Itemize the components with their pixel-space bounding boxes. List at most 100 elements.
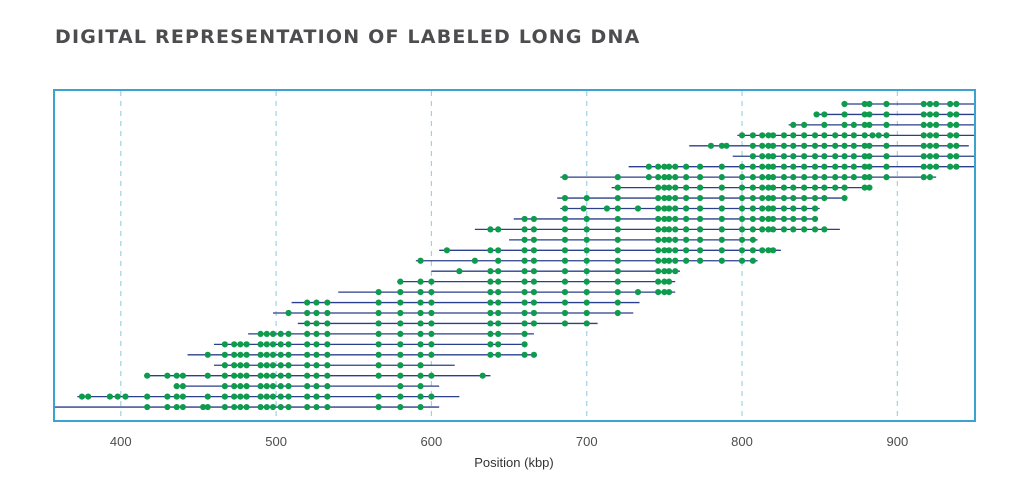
label-dot: [749, 215, 757, 223]
label-dot: [313, 351, 320, 358]
label-dot: [749, 142, 757, 149]
label-dot: [269, 393, 277, 400]
label-dot: [243, 372, 250, 379]
label-dot: [561, 289, 569, 296]
label-dot: [765, 142, 772, 149]
label-dot: [324, 320, 331, 327]
label-dot: [749, 184, 757, 191]
label-dot: [285, 330, 292, 337]
label-dot: [933, 121, 940, 128]
label-dot: [790, 215, 797, 223]
x-tick-label: 600: [421, 434, 443, 449]
label-dot: [304, 341, 311, 348]
molecule-row: [431, 268, 680, 275]
label-dot: [614, 309, 621, 317]
label-dot: [861, 163, 868, 170]
label-dot: [832, 132, 839, 139]
label-dot: [269, 362, 277, 369]
label-dot: [583, 247, 590, 254]
label-dot: [375, 362, 382, 369]
label-dot: [428, 372, 435, 379]
label-dot: [583, 236, 590, 243]
label-dot: [243, 403, 250, 411]
label-dot: [257, 372, 264, 379]
label-dot: [114, 393, 121, 400]
molecule-row: [338, 289, 676, 296]
label-dot: [738, 163, 746, 170]
label-dot: [780, 184, 788, 191]
label-dot: [231, 393, 238, 400]
label-dot: [866, 121, 873, 128]
label-dot: [324, 383, 331, 390]
label-dot: [953, 153, 960, 160]
label-dot: [285, 372, 292, 379]
label-dot: [696, 163, 704, 170]
label-dot: [801, 121, 808, 128]
label-dot: [769, 184, 777, 191]
label-dot: [324, 330, 331, 337]
label-dot: [397, 393, 404, 400]
label-dot: [718, 174, 725, 181]
label-dot: [417, 257, 424, 264]
label-dot: [243, 362, 250, 369]
label-dot: [495, 278, 502, 285]
plot-frame: [53, 89, 976, 422]
label-dot: [375, 351, 382, 358]
label-dot: [277, 383, 284, 390]
label-dot: [790, 142, 797, 149]
label-dot: [841, 184, 848, 191]
label-dot: [841, 132, 848, 139]
label-dot: [933, 163, 940, 170]
label-dot: [696, 226, 704, 233]
label-dot: [428, 289, 435, 296]
label-dot: [263, 393, 270, 400]
label-dot: [655, 278, 662, 285]
label-dot: [263, 403, 270, 411]
label-dot: [237, 403, 244, 411]
label-dot: [204, 403, 211, 411]
label-dot: [883, 100, 890, 108]
label-dot: [277, 372, 284, 379]
label-dot: [765, 215, 772, 223]
label-dot: [738, 194, 746, 202]
label-dot: [801, 142, 808, 149]
label-dot: [672, 205, 679, 212]
label-dot: [749, 226, 757, 233]
label-dot: [759, 226, 766, 233]
label-dot: [683, 184, 690, 191]
label-dot: [122, 393, 129, 400]
label-dot: [428, 330, 435, 337]
label-dot: [861, 153, 868, 160]
label-dot: [661, 257, 668, 264]
label-dot: [324, 403, 331, 411]
label-dot: [417, 278, 424, 285]
label-dot: [521, 299, 528, 306]
label-dot: [487, 320, 494, 327]
label-dot: [269, 403, 277, 411]
label-dot: [883, 174, 890, 181]
label-dot: [304, 299, 311, 306]
label-dot: [850, 142, 857, 149]
label-dot: [947, 163, 954, 170]
label-dot: [769, 194, 777, 202]
label-dot: [471, 257, 478, 264]
label-dot: [495, 257, 502, 264]
label-dot: [920, 163, 927, 170]
label-dot: [749, 153, 757, 160]
label-dot: [313, 393, 320, 400]
label-dot: [655, 194, 662, 202]
label-dot: [521, 257, 528, 264]
molecule-row: [415, 257, 758, 264]
label-dot: [313, 341, 320, 348]
label-dot: [696, 247, 704, 254]
molecule-row: [689, 142, 969, 149]
label-dot: [683, 194, 690, 202]
label-dot: [204, 393, 211, 400]
label-dot: [866, 142, 873, 149]
label-dot: [683, 226, 690, 233]
label-dot: [417, 289, 424, 296]
label-dot: [221, 362, 228, 369]
label-dot: [285, 351, 292, 358]
label-dot: [947, 100, 954, 108]
label-dot: [285, 403, 292, 411]
